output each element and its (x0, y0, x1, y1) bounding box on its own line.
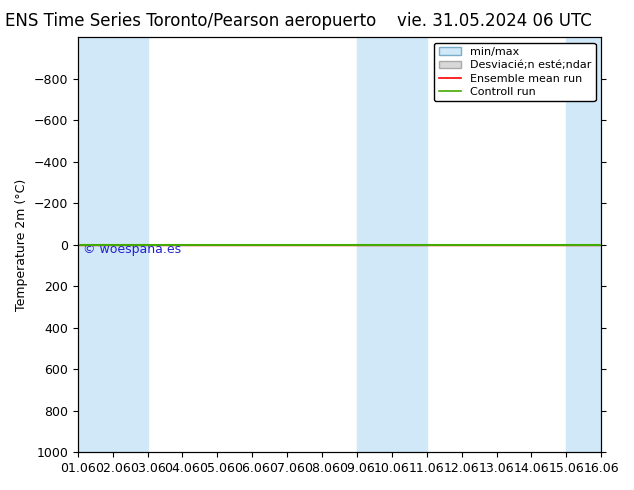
Text: ENS Time Series Toronto/Pearson aeropuerto: ENS Time Series Toronto/Pearson aeropuer… (4, 12, 376, 30)
Text: vie. 31.05.2024 06 UTC: vie. 31.05.2024 06 UTC (397, 12, 592, 30)
Text: © woespana.es: © woespana.es (83, 243, 181, 256)
Bar (357, 37, 427, 452)
Legend: min/max, Desviacié;n esté;ndar, Ensemble mean run, Controll run: min/max, Desviacié;n esté;ndar, Ensemble… (434, 43, 595, 101)
Bar (566, 37, 601, 452)
Bar (78, 37, 148, 452)
Y-axis label: Temperature 2m (°C): Temperature 2m (°C) (15, 178, 28, 311)
